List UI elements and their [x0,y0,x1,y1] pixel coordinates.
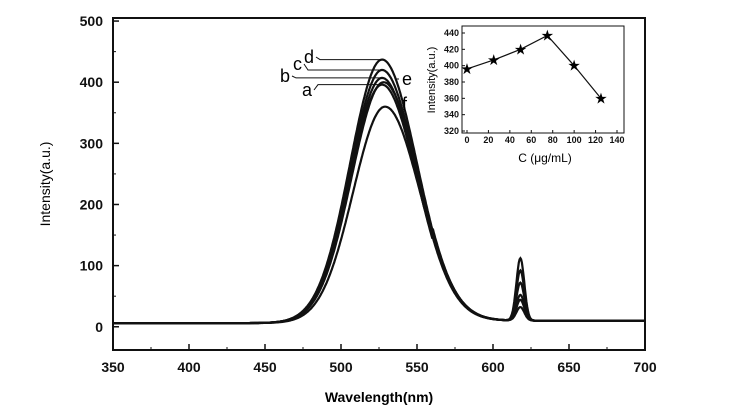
inset-x-tick-label: 0 [464,135,469,145]
x-axis-label: Wavelength(nm) [325,389,433,405]
x-tick-label: 400 [177,359,201,375]
inset-star-marker: ★ [594,90,607,107]
inset-y-axis-label: Intensity(a.u.) [426,47,438,114]
inset-y-tick-label: 340 [444,110,459,120]
curve-label-a: a [302,80,313,100]
x-tick-label: 550 [405,359,429,375]
x-tick-label: 650 [557,359,581,375]
inset-x-tick-label: 120 [588,135,603,145]
y-tick-label: 0 [95,319,103,335]
y-tick-label: 500 [80,13,104,29]
y-tick-label: 400 [80,74,104,90]
y-tick-label: 100 [80,258,104,274]
inset-x-tick-label: 20 [483,135,493,145]
inset-y-tick-label: 420 [444,44,459,54]
curve-label-f: f [402,94,408,114]
inset-x-tick-label: 40 [505,135,515,145]
inset-star-marker: ★ [567,58,580,75]
x-tick-label: 450 [253,359,277,375]
x-tick-label: 700 [633,359,657,375]
inset-y-tick-label: 380 [444,77,459,87]
inset-y-tick-label: 320 [444,126,459,136]
curve-leader-d [315,56,383,61]
inset-star-marker: ★ [487,52,500,69]
inset-x-axis-label: C (μg/mL) [518,151,572,165]
curve-label-e: e [402,69,412,89]
inset-series-line [466,34,602,99]
inset-y-tick-label: 440 [444,28,459,38]
inset-star-marker: ★ [514,41,527,58]
curve-leader-b [291,75,383,79]
curve-label-b: b [280,66,290,86]
curve-label-d: d [304,47,314,67]
y-tick-label: 200 [80,196,104,212]
curve-leader-c [303,63,383,71]
x-tick-label: 600 [481,359,505,375]
inset-star-marker: ★ [460,61,473,78]
inset-x-tick-label: 140 [609,135,624,145]
inset-y-tick-label: 360 [444,93,459,103]
curve-leader-a [313,84,383,91]
inset-star-marker: ★ [541,27,554,44]
y-axis-label: Intensity(a.u.) [37,142,53,227]
inset-x-tick-label: 80 [548,135,558,145]
series-line-f [113,105,645,325]
inset-frame [461,25,625,134]
inset-y-tick-label: 400 [444,61,459,71]
inset-x-tick-label: 100 [567,135,582,145]
y-tick-label: 300 [80,135,104,151]
inset-x-tick-label: 60 [526,135,536,145]
curve-label-c: c [293,54,302,74]
x-tick-label: 500 [329,359,353,375]
x-tick-label: 350 [101,359,125,375]
